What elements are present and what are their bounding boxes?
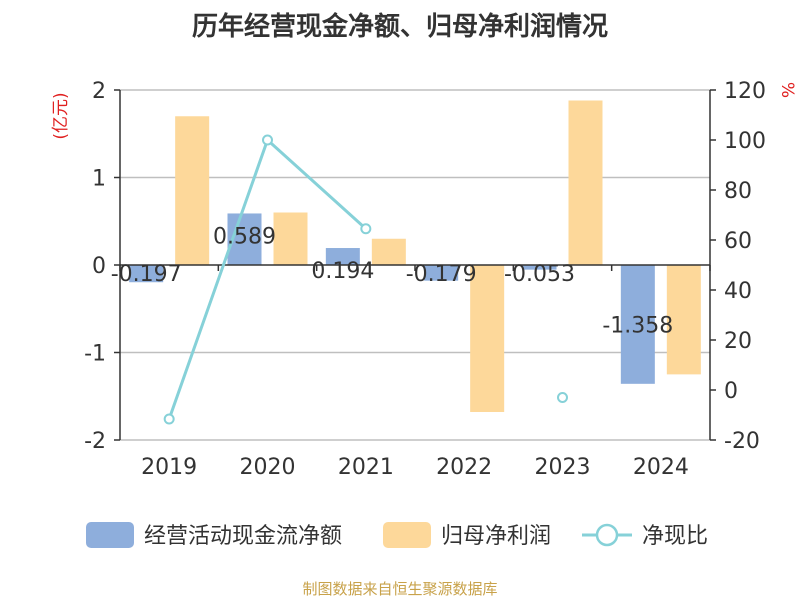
source-note: 制图数据来自恒生聚源数据库: [302, 580, 498, 598]
bar-net-profit: [470, 265, 505, 412]
legend-marker: [595, 523, 619, 547]
line-point: [163, 413, 175, 425]
legend-label: 归母净利润: [441, 524, 551, 549]
line-point: [360, 223, 372, 235]
category-label: 2019: [141, 455, 197, 480]
right-tick-label: 60: [724, 229, 752, 254]
bar-net-profit: [568, 100, 603, 265]
category-label: 2023: [535, 455, 591, 480]
left-axis-unit: (亿元): [51, 92, 71, 139]
right-tick-label: 40: [724, 279, 752, 304]
data-labels: -0.197 0.589 0.194 -0.179 -0.053 -1.358: [111, 224, 674, 338]
category-label: 2024: [633, 455, 689, 480]
bar-cashflow: [325, 248, 360, 265]
data-label: -1.358: [602, 313, 673, 338]
line-point: [557, 392, 568, 403]
right-axis-unit: %: [777, 82, 797, 98]
bar-cashflow: [620, 265, 655, 384]
left-tick-label: 0: [92, 254, 106, 279]
bar-cashflow: [424, 265, 459, 281]
right-tick-label: 80: [724, 179, 752, 204]
left-tick-label: 1: [92, 167, 106, 192]
data-label: 0.589: [213, 224, 276, 249]
legend-label: 经营活动现金流净额: [144, 524, 342, 549]
right-tick-label: 120: [724, 79, 766, 104]
data-label: -0.053: [504, 262, 575, 287]
bar-cashflow: [522, 265, 557, 270]
bar-net-profit: [371, 238, 406, 265]
legend-swatch: [383, 522, 431, 548]
bar-net-profit: [175, 116, 210, 265]
bar-net-profit: [273, 212, 308, 265]
legend-swatch: [86, 522, 134, 548]
data-label: -0.179: [406, 262, 477, 287]
legend: 经营活动现金流净额 归母净利润 净现比: [86, 522, 708, 549]
left-tick-label: -2: [84, 429, 106, 454]
bars: [129, 100, 701, 412]
category-label: 2021: [338, 455, 394, 480]
data-label: 0.194: [311, 259, 374, 284]
bar-net-profit: [666, 265, 701, 375]
right-tick-label: 0: [724, 379, 738, 404]
grid-lines: [120, 89, 710, 441]
left-tick-label: 2: [92, 79, 106, 104]
category-label: 2020: [240, 455, 296, 480]
bar-cashflow: [129, 265, 164, 283]
category-label: 2022: [436, 455, 492, 480]
left-tick-label: -1: [84, 342, 106, 367]
data-label: -0.197: [111, 262, 182, 287]
legend-label: 净现比: [642, 524, 708, 549]
right-tick-label: 20: [724, 329, 752, 354]
line-point: [262, 134, 273, 146]
axes: 2 1 0 -1 -2 120 100 80 60 40 20 0 -20 2019 2020 2021 202…: [51, 79, 797, 480]
right-tick-label: 100: [724, 129, 766, 154]
line-series: [163, 134, 568, 425]
right-tick-label: -20: [724, 429, 760, 454]
chart-title: 历年经营现金净额、归母净利润情况: [191, 12, 608, 42]
